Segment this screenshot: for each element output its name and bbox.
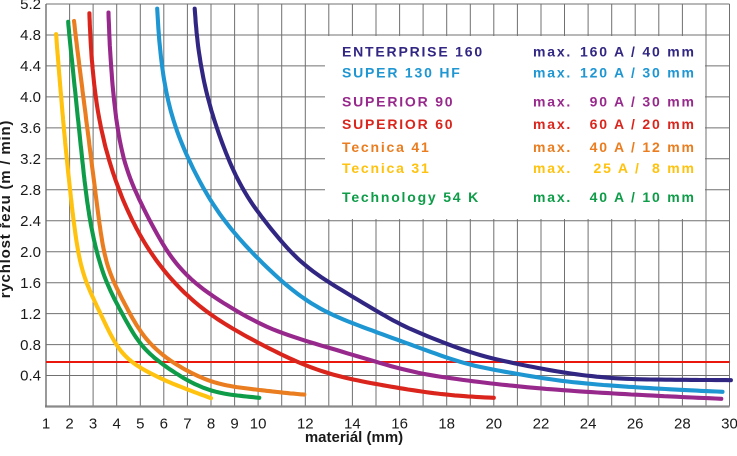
svg-text:1: 1 — [42, 416, 50, 433]
svg-text:0.8: 0.8 — [20, 337, 41, 354]
svg-text:max.: max. — [533, 44, 572, 60]
svg-text:2.4: 2.4 — [20, 213, 41, 230]
svg-text:26: 26 — [627, 416, 644, 433]
svg-text:4.8: 4.8 — [20, 27, 41, 44]
svg-text:3.6: 3.6 — [20, 120, 41, 137]
svg-text:4.0: 4.0 — [20, 89, 41, 106]
svg-text:2.8: 2.8 — [20, 182, 41, 199]
svg-text:Technology 54 K: Technology 54 K — [342, 189, 480, 205]
svg-text:2.0: 2.0 — [20, 244, 41, 261]
svg-text:ENTERPRISE 160: ENTERPRISE 160 — [342, 44, 484, 60]
svg-text:max.: max. — [533, 94, 572, 110]
svg-text:8: 8 — [207, 416, 215, 433]
svg-text:Tecnica 41: Tecnica 41 — [342, 139, 431, 155]
svg-text:max.: max. — [533, 189, 572, 205]
svg-text:16: 16 — [391, 416, 408, 433]
svg-text:1.6: 1.6 — [20, 275, 41, 292]
svg-text:3: 3 — [89, 416, 97, 433]
svg-text:120 A / 30 mm: 120 A / 30 mm — [580, 65, 696, 81]
svg-text:90 A / 30 mm: 90 A / 30 mm — [590, 94, 696, 110]
svg-text:22: 22 — [533, 416, 550, 433]
svg-text:160 A / 40 mm: 160 A / 40 mm — [580, 44, 696, 60]
svg-text:25 A / 8 mm: 25 A / 8 mm — [594, 160, 696, 176]
svg-text:max.: max. — [533, 116, 572, 132]
svg-text:0.4: 0.4 — [20, 368, 41, 385]
svg-text:2: 2 — [65, 416, 73, 433]
svg-text:Tecnica 31: Tecnica 31 — [342, 160, 431, 176]
svg-text:40 A / 10 mm: 40 A / 10 mm — [590, 189, 696, 205]
svg-text:max.: max. — [533, 65, 572, 81]
svg-text:6: 6 — [160, 416, 168, 433]
svg-text:20: 20 — [485, 416, 502, 433]
svg-text:24: 24 — [580, 416, 597, 433]
svg-text:10: 10 — [250, 416, 267, 433]
svg-text:9: 9 — [230, 416, 238, 433]
svg-text:1.2: 1.2 — [20, 306, 41, 323]
svg-text:max.: max. — [533, 139, 572, 155]
svg-text:5: 5 — [136, 416, 144, 433]
svg-text:4: 4 — [113, 416, 121, 433]
svg-text:60 A / 20 mm: 60 A / 20 mm — [590, 116, 696, 132]
svg-text:18: 18 — [438, 416, 455, 433]
svg-text:3.2: 3.2 — [20, 151, 41, 168]
svg-text:4.4: 4.4 — [20, 58, 41, 75]
svg-text:materiál (mm): materiál (mm) — [305, 429, 403, 446]
svg-text:5.2: 5.2 — [20, 0, 41, 13]
svg-text:SUPER 130 HF: SUPER 130 HF — [342, 65, 462, 81]
svg-text:rychlost řezu (m / min): rychlost řezu (m / min) — [0, 120, 14, 298]
svg-text:max.: max. — [533, 160, 572, 176]
svg-text:30: 30 — [721, 416, 737, 433]
svg-text:7: 7 — [183, 416, 191, 433]
svg-text:SUPERIOR 60: SUPERIOR 60 — [342, 116, 454, 132]
svg-text:14: 14 — [344, 416, 361, 433]
svg-text:12: 12 — [297, 416, 314, 433]
svg-text:28: 28 — [674, 416, 691, 433]
svg-text:SUPERIOR 90: SUPERIOR 90 — [342, 94, 454, 110]
svg-text:40 A / 12 mm: 40 A / 12 mm — [590, 139, 696, 155]
